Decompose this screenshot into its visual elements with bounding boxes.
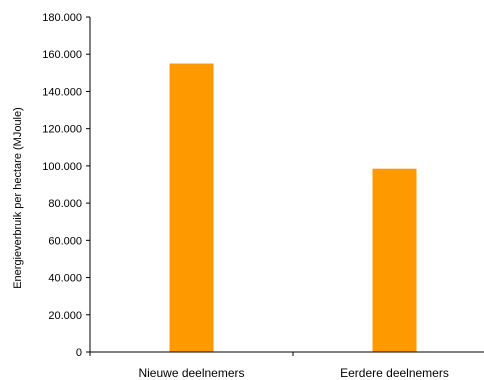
x-axis-labels: Nieuwe deelnemers Eerdere deelnemers [89, 352, 449, 380]
bar-0 [169, 63, 214, 353]
y-axis-ticks: 0 20.000 40.000 60.000 80.000 100.000 120.000 1… [42, 12, 90, 359]
bars [169, 63, 417, 353]
y-tick-label: 60.000 [48, 235, 82, 247]
y-tick-label: 140.000 [42, 86, 82, 98]
y-axis-title: Energieverbruik per hectare (MJoule) [12, 107, 24, 289]
y-tick-label: 80.000 [48, 198, 82, 210]
y-tick-label: 100.000 [42, 161, 82, 173]
x-category-label: Nieuwe deelnemers [138, 366, 244, 380]
y-tick-label: 180.000 [42, 12, 82, 24]
x-category-label: Eerdere deelnemers [340, 366, 449, 380]
y-tick-label: 160.000 [42, 49, 82, 61]
bar-1 [372, 168, 417, 352]
y-tick-label: 40.000 [48, 273, 82, 285]
y-tick-label: 120.000 [42, 124, 82, 136]
y-tick-label: 0 [76, 347, 82, 359]
y-tick-label: 20.000 [48, 310, 82, 322]
